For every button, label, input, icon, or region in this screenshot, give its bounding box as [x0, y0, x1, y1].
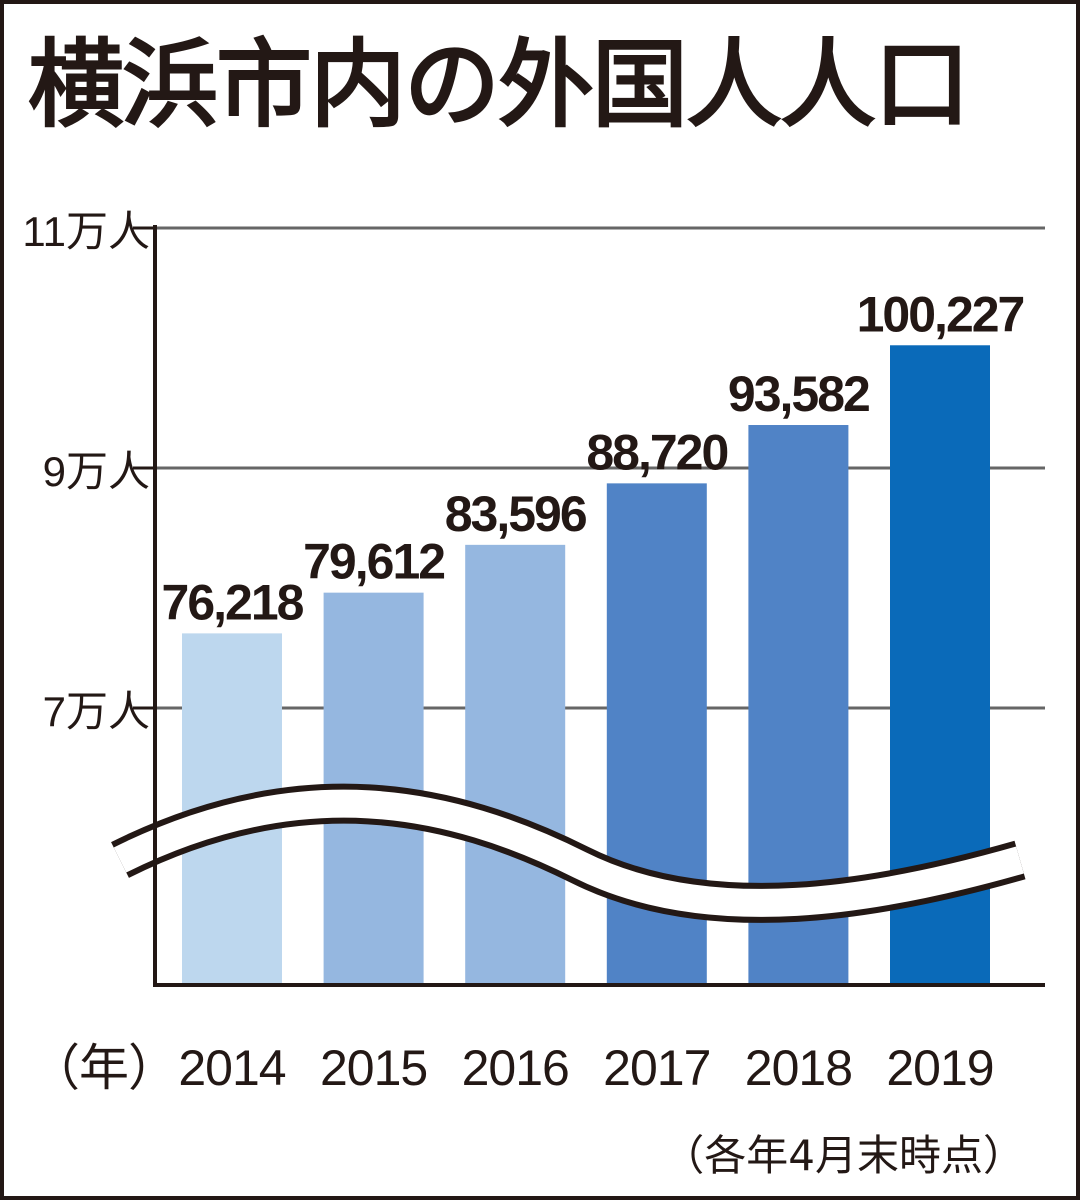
value-label-2018: 93,582 — [728, 366, 869, 422]
tick-labels: 7万人 9万人 11万人 2014 2015 2016 2017 2018 2019 — [22, 208, 994, 1096]
y-tick-label: 9万人 — [43, 448, 150, 495]
value-label-2014: 76,218 — [162, 574, 304, 630]
y-tick-label: 7万人 — [43, 688, 150, 735]
chart-title: 横浜市内の外国人人口 — [28, 29, 970, 141]
value-label-2017: 88,720 — [586, 424, 727, 480]
x-tick-label-2016: 2016 — [462, 1040, 569, 1096]
axes — [153, 225, 1045, 987]
x-axis-label: （年） — [30, 1040, 177, 1096]
axis-break-symbol — [111, 783, 1026, 923]
x-tick-label-2017: 2017 — [603, 1040, 710, 1096]
x-tick-label-2019: 2019 — [886, 1040, 993, 1096]
bar-2016 — [465, 544, 566, 985]
value-label-2016: 83,596 — [445, 486, 586, 542]
x-tick-label-2014: 2014 — [178, 1040, 285, 1096]
value-label-2019: 100,227 — [857, 286, 1024, 342]
y-tick-label: 11万人 — [22, 208, 150, 255]
x-tick-label-2018: 2018 — [745, 1040, 852, 1096]
footnote: （各年4月末時点） — [662, 1131, 1025, 1180]
value-label-2015: 79,612 — [303, 534, 444, 590]
x-tick-label-2015: 2015 — [320, 1040, 427, 1096]
